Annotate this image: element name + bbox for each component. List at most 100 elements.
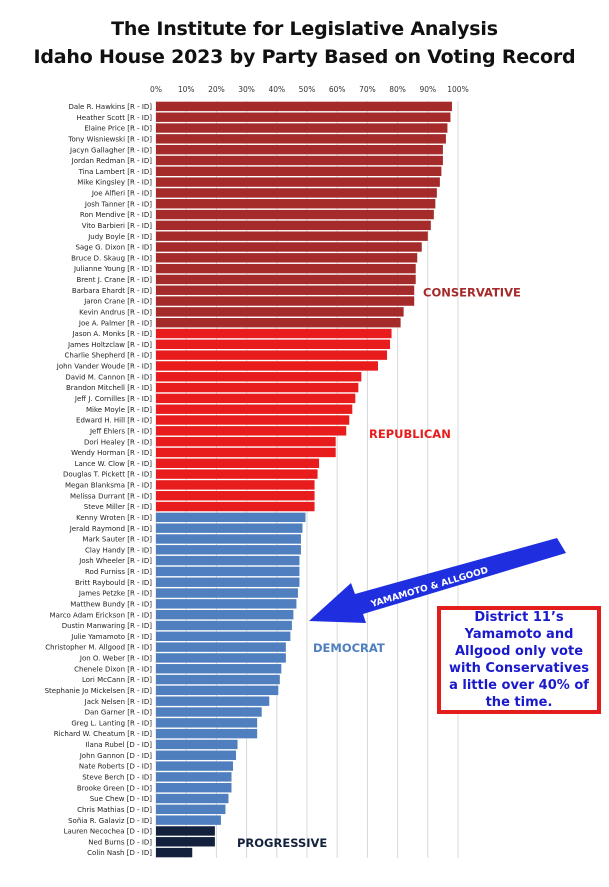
y-category-label: Lori McCann [R - ID]	[82, 676, 152, 684]
bar	[156, 783, 232, 793]
bar	[156, 426, 347, 436]
bar	[156, 815, 221, 825]
bar	[156, 588, 298, 598]
x-tick-label: 60%	[329, 85, 346, 94]
bar	[156, 447, 336, 458]
y-category-label: Jon O. Weber [R - ID]	[79, 655, 152, 663]
bar	[156, 620, 292, 631]
bar	[156, 166, 442, 176]
y-category-label: Jordan Redman [R - ID]	[71, 157, 153, 165]
bar	[156, 458, 320, 468]
y-category-label: Chris Mathias [D - ID]	[77, 806, 152, 814]
bar	[156, 826, 215, 836]
y-category-label: Vito Barbieri [R - ID]	[82, 222, 153, 230]
y-category-label: Judy Boyle [R - ID]	[87, 233, 152, 241]
bar	[156, 523, 303, 533]
x-tick-label: 90%	[419, 85, 436, 94]
bar	[156, 653, 286, 663]
bar	[156, 296, 415, 306]
callout-text: District 11’s Yamamoto and Allgood only …	[448, 610, 590, 710]
y-category-label: Barbara Ehardt [R - ID]	[72, 287, 152, 295]
bar	[156, 804, 226, 815]
chart-title: The Institute for Legislative Analysis	[111, 18, 498, 40]
y-category-label: Steve Miller [R - ID]	[84, 503, 152, 511]
y-category-label: Jack Nelsen [R - ID]	[84, 698, 153, 706]
y-category-label: Richard W. Cheatum [R - ID]	[54, 730, 153, 738]
y-category-label: Nate Roberts [D - ID]	[79, 763, 152, 771]
y-category-label: Dan Garner [R - ID]	[85, 709, 153, 717]
x-tick-label: 40%	[268, 85, 285, 94]
bar	[156, 664, 282, 674]
bar	[156, 436, 336, 447]
y-category-label: Melissa Durrant [R - ID]	[70, 492, 152, 500]
y-category-label: Jeff J. Cornilles [R - ID]	[74, 395, 152, 403]
y-category-label: Joe Alfieri [R - ID]	[91, 190, 152, 198]
bar	[156, 761, 234, 771]
x-tick-label: 30%	[238, 85, 255, 94]
bar	[156, 339, 391, 350]
x-tick-label: 0%	[150, 85, 162, 94]
y-category-label: Dustin Manwaring [R - ID]	[62, 622, 153, 630]
y-category-label: John Gannon [D - ID]	[79, 752, 153, 760]
bar	[156, 199, 436, 209]
y-category-label: Mark Sauter [R - ID]	[82, 536, 152, 544]
y-category-label: Chenele Dixon [R - ID]	[74, 665, 152, 673]
y-category-label: Lauren Necochea [D - ID]	[64, 828, 153, 836]
y-category-label: Brent J. Crane [R - ID]	[76, 276, 152, 284]
pointer-arrow-icon	[309, 538, 566, 623]
bar	[156, 382, 359, 393]
y-category-label: James Petzke [R - ID]	[78, 590, 152, 598]
y-category-label: Dori Healey [R - ID]	[84, 438, 152, 446]
bar	[156, 631, 291, 642]
group-label-republican: REPUBLICAN	[369, 427, 451, 441]
y-category-label: Jeff Ehlers [R - ID]	[89, 427, 152, 435]
y-category-label: Julianne Young [R - ID]	[73, 265, 152, 273]
y-category-label: Sage G. Dixon [R - ID]	[75, 244, 152, 252]
y-category-label: Matthew Bundy [R - ID]	[70, 600, 152, 608]
bar	[156, 642, 286, 652]
bar	[156, 242, 422, 252]
y-category-label: Clay Handy [R - ID]	[85, 546, 152, 554]
bar	[156, 101, 452, 112]
y-category-label: Mike Kingsley [R - ID]	[77, 179, 152, 187]
bar	[156, 307, 404, 317]
y-category-label: Julie Yamamoto [R - ID]	[70, 633, 152, 641]
bar	[156, 739, 238, 750]
bar	[156, 685, 279, 696]
y-category-label: Mike Moyle [R - ID]	[86, 406, 152, 414]
y-category-label: Steve Berch [D - ID]	[82, 773, 152, 781]
bar	[156, 209, 434, 220]
bar	[156, 577, 300, 587]
bar	[156, 772, 232, 782]
bar	[156, 718, 258, 728]
y-category-label: Charlie Shepherd [R - ID]	[65, 352, 153, 360]
bar	[156, 188, 437, 198]
y-category-label: Sue Chew [D - ID]	[90, 795, 153, 803]
bar	[156, 750, 237, 760]
y-category-label: Rod Furniss [R - ID]	[85, 568, 152, 576]
x-tick-label: 10%	[178, 85, 195, 94]
bar	[156, 847, 193, 858]
bar	[156, 599, 297, 609]
y-category-label: David M. Cannon [R - ID]	[65, 373, 152, 381]
bar	[156, 285, 415, 295]
bar	[156, 674, 280, 685]
group-label-conservative: CONSERVATIVE	[423, 285, 521, 299]
y-category-label: Jason A. Monks [R - ID]	[71, 330, 152, 338]
bar	[156, 328, 392, 339]
y-category-label: Heather Scott [R - ID]	[77, 114, 153, 122]
bar	[156, 534, 301, 544]
y-category-label: Josh Wheeler [R - ID]	[78, 557, 152, 565]
bar	[156, 491, 315, 501]
bar	[156, 609, 294, 620]
y-category-label: Edward H. Hill [R - ID]	[76, 417, 152, 425]
y-category-label: Christopher M. Allgood [R - ID]	[45, 644, 152, 652]
y-category-label: Kevin Andrus [R - ID]	[79, 308, 152, 316]
bar	[156, 253, 418, 263]
bar	[156, 231, 428, 241]
y-category-label: Bruce D. Skaug [R - ID]	[71, 254, 152, 262]
bar	[156, 837, 215, 847]
bar	[156, 155, 443, 166]
y-category-label: Douglas T. Pickett [R - ID]	[63, 471, 152, 479]
